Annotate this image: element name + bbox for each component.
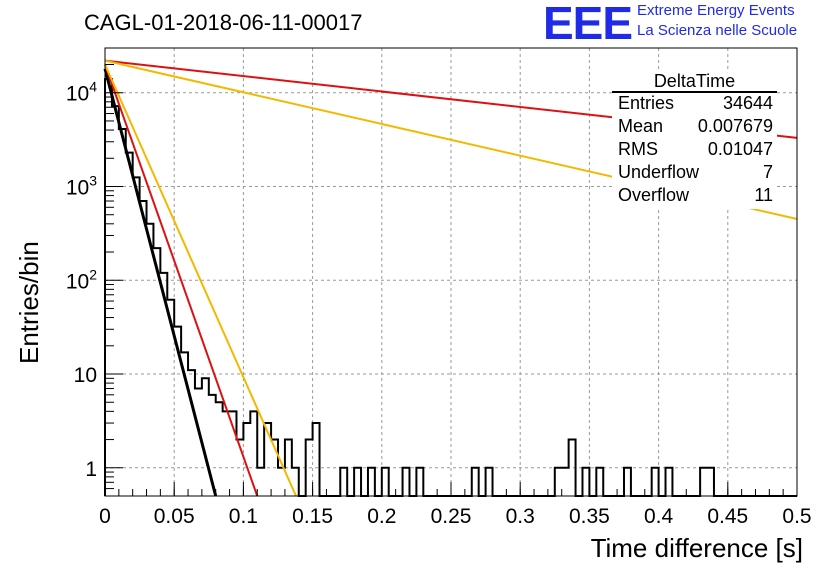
logo-mark: EEE (543, 0, 633, 49)
stats-value: 7 (762, 162, 773, 182)
logo-line-2: La Scienza nelle Scuole (637, 22, 798, 39)
stats-key: Mean (618, 116, 664, 136)
y-tick-labels: 1 10 102 103 104 (66, 79, 97, 481)
x-tick-label: 0.05 (154, 505, 195, 528)
chart-title: CAGL-01-2018-06-11-00017 (84, 10, 363, 35)
x-tick-label: 0.2 (367, 505, 396, 528)
eee-logo: EEE Extreme Energy Events La Scienza nel… (543, 0, 833, 49)
y-tick-label: 10 (74, 364, 97, 387)
y-tick-label: 102 (66, 266, 97, 293)
x-tick-label: 0.25 (431, 505, 472, 528)
x-tick-label: 0.15 (292, 505, 333, 528)
x-tick-label: 0.5 (782, 505, 811, 528)
x-tick-label: 0 (99, 505, 111, 528)
y-tick-label: 1 (85, 458, 97, 481)
stats-row-entries: Entries 34644 (618, 93, 773, 116)
fit-line (104, 64, 297, 497)
x-tick-label: 0.1 (229, 505, 258, 528)
fit-line (103, 68, 218, 497)
stats-row-overflow: Overflow 11 (618, 185, 773, 208)
axis-ticks (104, 47, 798, 497)
x-axis-label: Time difference [s] (590, 533, 803, 563)
x-tick-label: 0.3 (506, 505, 535, 528)
logo-line-1: Extreme Energy Events (637, 2, 795, 19)
stats-value: 0.01047 (707, 139, 773, 159)
stats-row-underflow: Underflow 7 (618, 162, 773, 185)
stats-row-rms: RMS 0.01047 (618, 139, 773, 162)
y-tick-label: 104 (66, 79, 97, 106)
stats-value: 0.007679 (697, 116, 773, 136)
stats-box: DeltaTime Entries 34644 Mean 0.007679 RM… (612, 71, 777, 209)
y-tick-label: 103 (66, 172, 97, 199)
stats-key: Entries (618, 93, 675, 113)
stats-title: DeltaTime (612, 71, 777, 93)
stats-value: 11 (754, 185, 773, 205)
stats-value: 34644 (722, 93, 773, 113)
y-axis-label-wrap: Entries/bin (6, 182, 44, 364)
x-tick-labels: 0 0.05 0.1 0.15 0.2 0.25 0.3 0.35 0.4 0.45 0.5 (99, 505, 811, 528)
x-tick-label: 0.45 (707, 505, 748, 528)
stats-key: RMS (618, 139, 658, 159)
y-axis-label: Entries/bin (14, 241, 44, 364)
fit-line (104, 64, 259, 497)
stats-row-mean: Mean 0.007679 (618, 116, 773, 139)
stats-key: Underflow (618, 162, 700, 182)
x-tick-label: 0.4 (644, 505, 674, 528)
x-tick-label: 0.35 (569, 505, 610, 528)
stats-key: Overflow (618, 185, 690, 205)
